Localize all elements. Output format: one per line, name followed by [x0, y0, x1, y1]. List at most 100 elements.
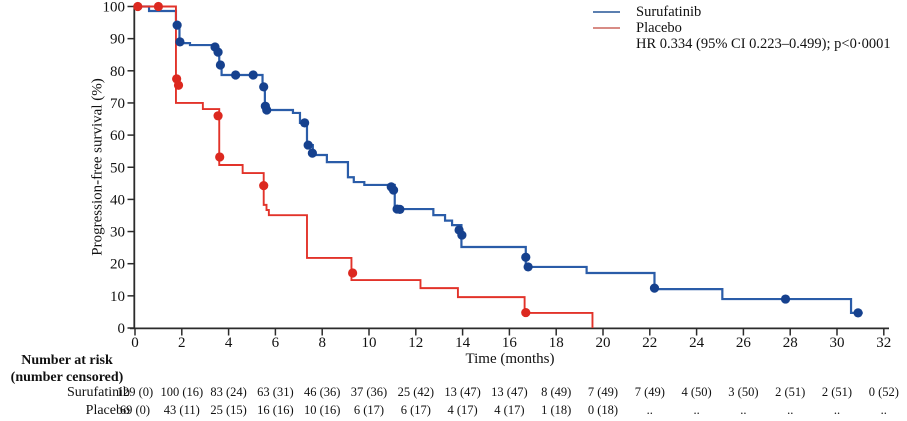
placebo-censor-mark: [153, 1, 163, 12]
risk-cell-placebo-t28: ..: [787, 403, 794, 417]
x-tick-label: 28: [783, 335, 798, 351]
placebo-censor-mark: [521, 307, 531, 318]
x-tick-label: 32: [876, 335, 891, 351]
surufatinib-censor-mark: [307, 148, 317, 158]
legend-item-placebo: Placebo: [593, 20, 891, 36]
risk-cell-placebo-t18: 1 (18): [541, 403, 572, 417]
surufatinib-censor-mark: [649, 283, 660, 293]
y-tick-label: 80: [110, 64, 125, 80]
risk-cell-placebo-t30: ..: [833, 403, 841, 417]
censor-marks: [133, 1, 863, 318]
x-tick-label: 0: [131, 335, 139, 351]
surufatinib-censor-mark: [395, 204, 405, 214]
placebo-censor-mark: [348, 268, 358, 278]
x-axis-label: Time (months): [465, 351, 555, 367]
x-tick-label: 14: [455, 335, 471, 351]
placebo-curve: [135, 5, 594, 328]
survival-curves: [135, 5, 863, 328]
surufatinib-censor-mark: [457, 230, 467, 240]
placebo-censor-mark: [259, 180, 269, 191]
risk-cell-surufatinib-t18: 8 (49): [541, 385, 572, 399]
risk-cell-placebo-t8: 10 (16): [303, 403, 341, 417]
x-tick-label: 24: [689, 335, 705, 351]
risk-table-title-line2: (number censored): [10, 370, 124, 385]
placebo-censor-mark: [215, 152, 225, 162]
risk-cell-placebo-t14: 4 (17): [447, 403, 478, 417]
y-tick-label: 20: [110, 257, 125, 273]
risk-cell-surufatinib-t6: 63 (31): [257, 385, 294, 399]
y-tick-label: 0: [118, 321, 126, 337]
risk-cell-placebo-t20: 0 (18): [587, 403, 619, 417]
legend-item-surufatinib: Surufatinib: [593, 4, 891, 20]
legend-label-surufatinib: Surufatinib: [636, 3, 702, 20]
y-axis-label: Progression-free survival (%): [89, 78, 106, 256]
placebo-censor-mark: [173, 80, 184, 90]
axes: [127, 5, 889, 336]
x-tick-label: 4: [225, 335, 233, 351]
y-tick-label: 40: [110, 192, 125, 208]
risk-cell-placebo-t2: 43 (11): [163, 403, 200, 417]
risk-cell-surufatinib-t28: 2 (51): [775, 385, 806, 399]
x-tick-label: 8: [318, 335, 326, 351]
risk-table-title-line1: Number at risk: [21, 353, 113, 368]
risk-cell-placebo-t22: ..: [646, 403, 653, 417]
risk-cell-surufatinib-t8: 46 (36): [303, 385, 341, 399]
x-tick-label: 18: [549, 335, 564, 351]
surufatinib-curve: [135, 5, 863, 314]
surufatinib-censor-mark: [231, 70, 241, 80]
y-tick-label: 50: [110, 160, 125, 176]
y-tick-label: 10: [110, 289, 125, 305]
placebo-censor-mark: [213, 111, 223, 121]
surufatinib-censor-mark: [303, 140, 313, 150]
y-tick-label: 70: [110, 96, 125, 112]
surufatinib-censor-mark: [262, 105, 272, 115]
surufatinib-censor-mark: [521, 252, 531, 262]
risk-cell-placebo-t0: 69 (0): [119, 403, 151, 417]
surufatinib-censor-mark: [780, 294, 791, 304]
risk-cell-surufatinib-t16: 13 (47): [491, 385, 528, 399]
risk-cell-surufatinib-t2: 100 (16): [160, 385, 204, 399]
x-tick-label: 26: [736, 335, 752, 351]
risk-row-label-placebo: Placebo: [85, 403, 130, 418]
risk-cell-placebo-t10: 6 (17): [353, 403, 385, 417]
risk-cell-placebo-t4: 25 (15): [210, 403, 247, 417]
legend-label-placebo: Placebo: [636, 19, 682, 36]
risk-cell-surufatinib-t4: 83 (24): [210, 385, 247, 399]
x-tick-label: 16: [502, 335, 518, 351]
surufatinib-censor-mark: [853, 308, 863, 318]
surufatinib-censor-mark: [175, 37, 185, 47]
risk-cell-surufatinib-t14: 13 (47): [444, 385, 481, 399]
risk-cell-surufatinib-t30: 2 (51): [821, 385, 853, 399]
legend: Surufatinib Placebo HR 0.334 (95% CI 0.2…: [593, 4, 891, 52]
risk-cell-surufatinib-t24: 4 (50): [681, 385, 712, 399]
x-tick-label: 6: [272, 335, 280, 351]
y-tick-label: 90: [110, 32, 125, 48]
x-tick-label: 2: [178, 335, 186, 351]
legend-line-surufatinib-icon: [593, 11, 620, 13]
placebo-censor-mark: [133, 1, 143, 12]
surufatinib-censor-mark: [300, 118, 310, 128]
surufatinib-censor-mark: [259, 82, 269, 92]
risk-cell-placebo-t6: 16 (16): [257, 403, 294, 417]
surufatinib-censor-mark: [388, 185, 399, 195]
risk-cell-surufatinib-t26: 3 (50): [728, 385, 759, 399]
risk-cell-placebo-t12: 6 (17): [400, 403, 431, 417]
surufatinib-censor-mark: [523, 262, 533, 272]
y-tick-label: 30: [110, 225, 125, 241]
surufatinib-censor-mark: [213, 47, 223, 57]
risk-cell-surufatinib-t0: 129 (0): [116, 385, 154, 399]
x-tick-label: 12: [408, 335, 423, 351]
risk-cell-placebo-t24: ..: [693, 403, 700, 417]
risk-cell-placebo-t26: ..: [740, 403, 747, 417]
risk-cell-surufatinib-t32: 0 (52): [868, 385, 899, 399]
risk-cell-surufatinib-t10: 37 (36): [350, 385, 388, 399]
risk-cell-surufatinib-t20: 7 (49): [587, 385, 619, 399]
y-tick-label: 100: [103, 0, 126, 16]
surufatinib-censor-mark: [215, 60, 226, 70]
legend-line-placebo-icon: [593, 27, 620, 29]
risk-cell-placebo-t16: 4 (17): [494, 403, 525, 417]
surufatinib-censor-mark: [172, 20, 182, 30]
